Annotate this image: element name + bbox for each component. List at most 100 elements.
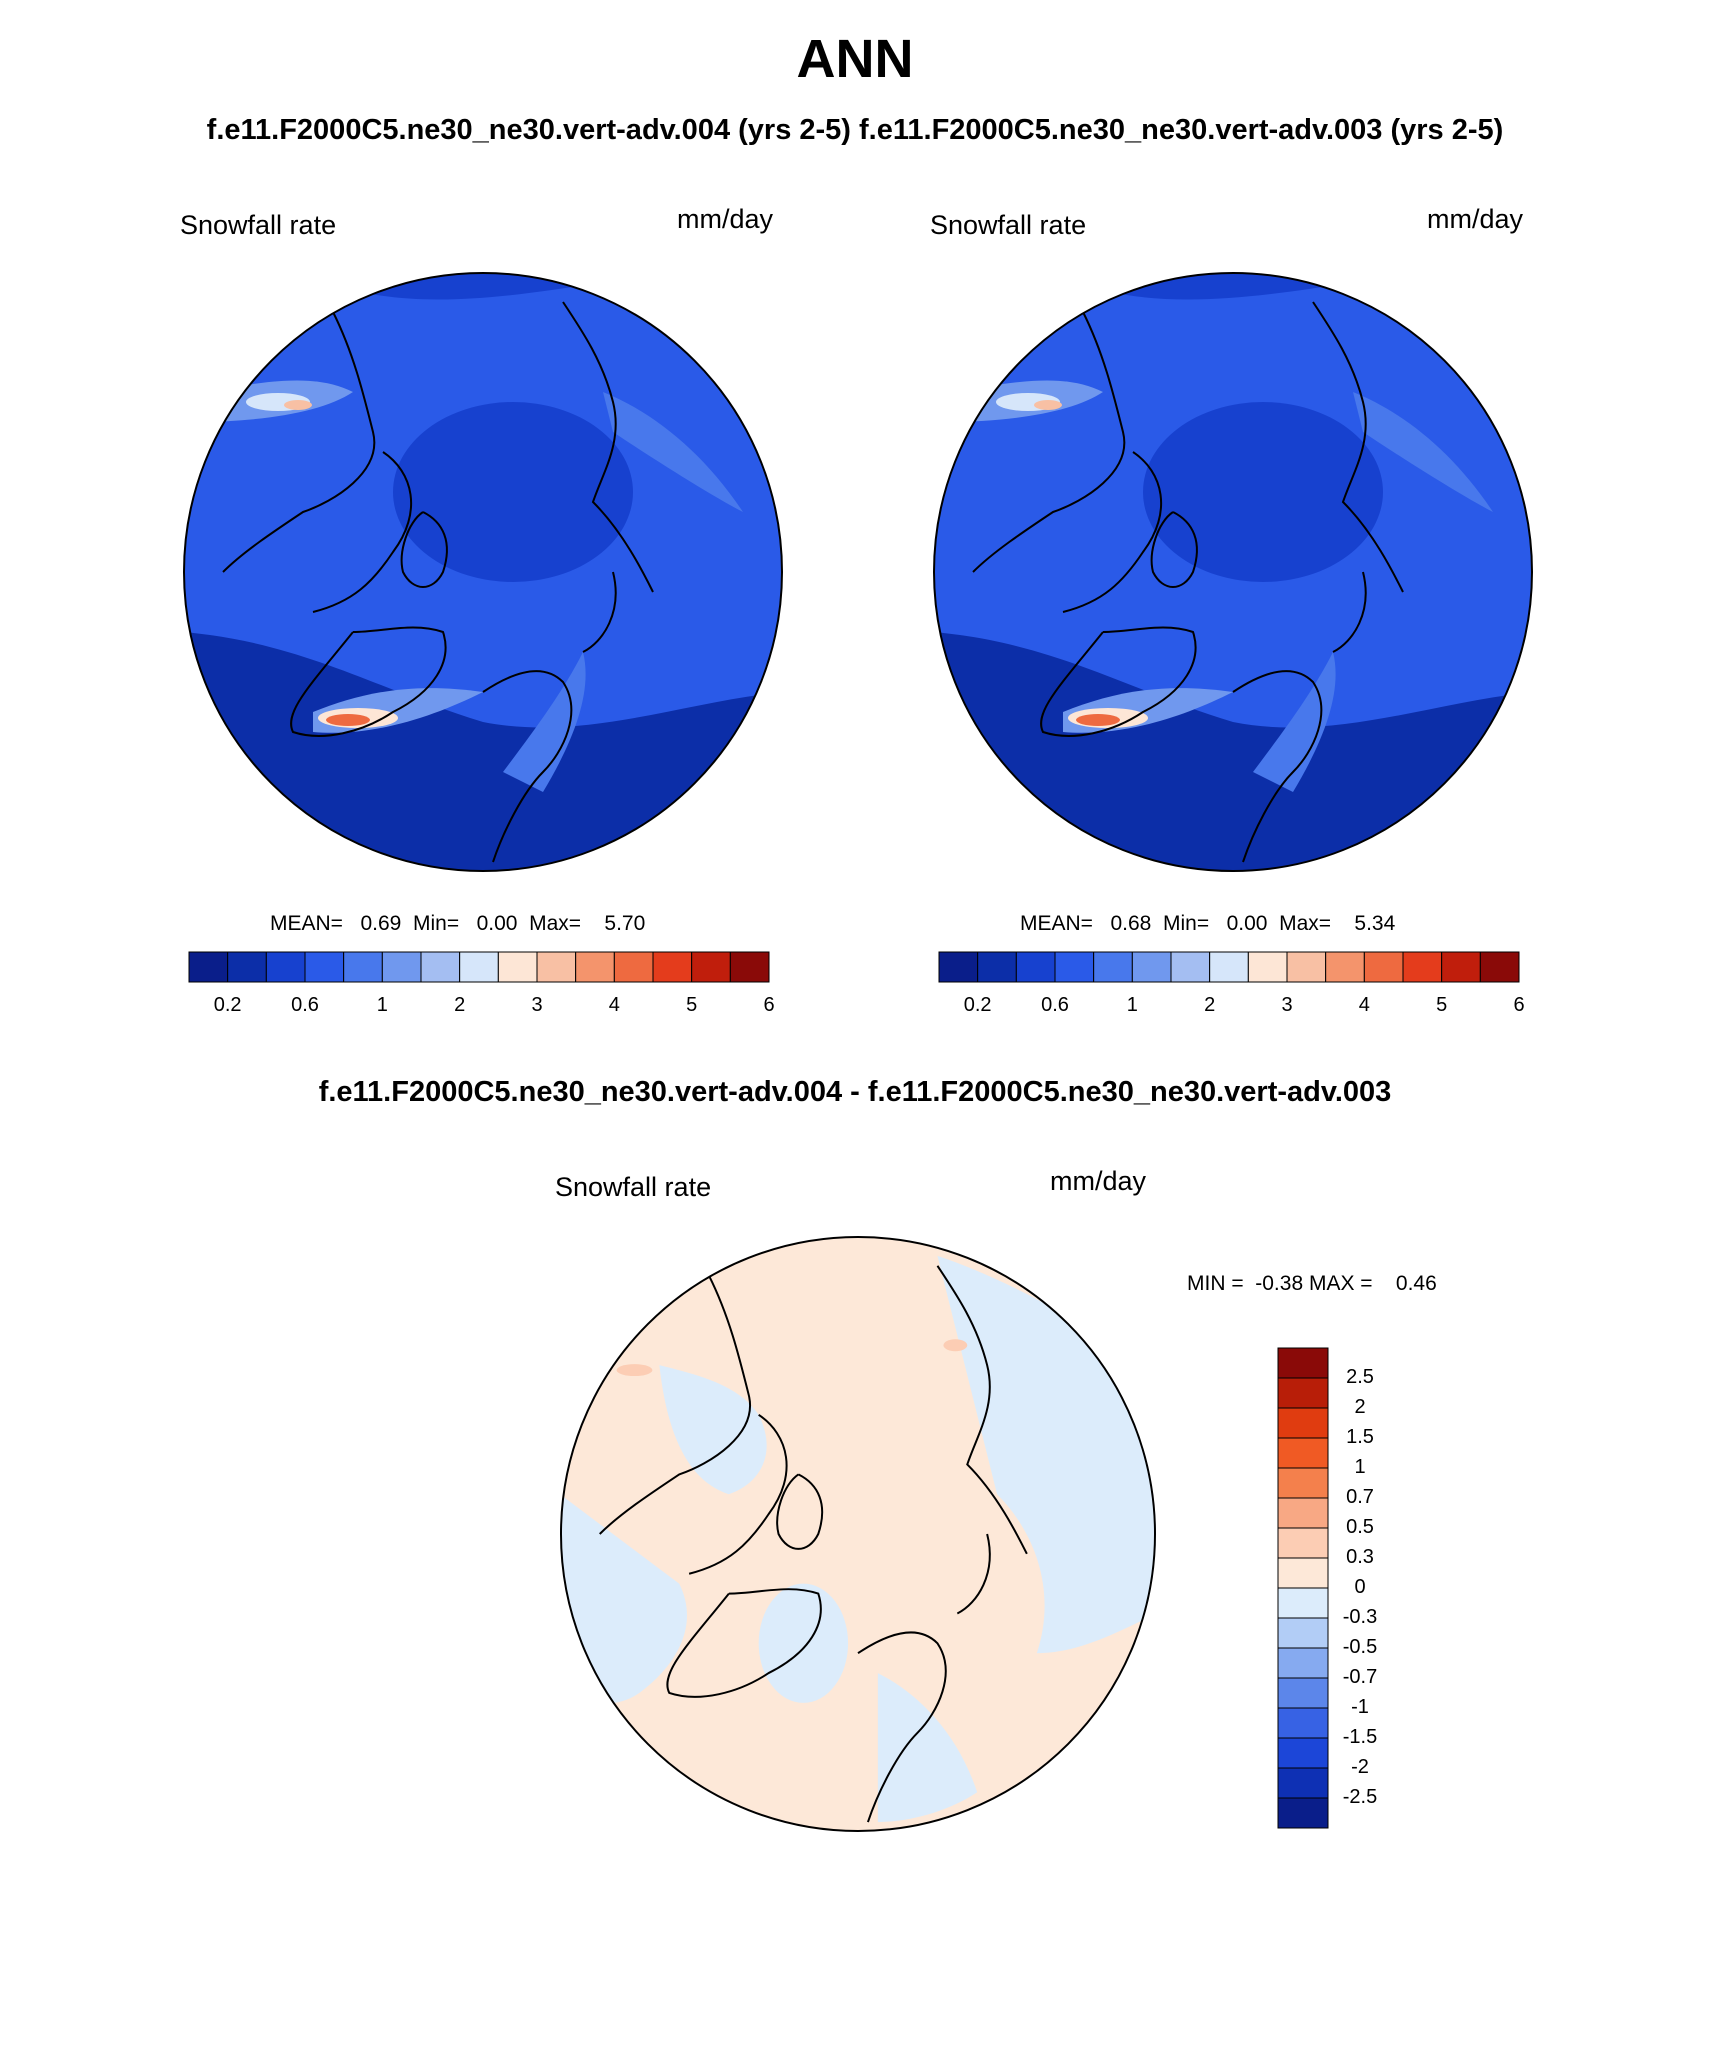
greenland-coast-peak bbox=[1076, 714, 1120, 726]
colorbar-swatch bbox=[188, 951, 229, 983]
diff-polar-map bbox=[560, 1236, 1156, 1832]
colorbar-tick-label: 0.7 bbox=[1346, 1486, 1374, 1508]
diff-variable-label: Snowfall rate bbox=[555, 1172, 712, 1202]
colorbar-swatch bbox=[1277, 1407, 1329, 1439]
colorbar-swatch bbox=[536, 951, 577, 983]
colorbar-tick-label: 0 bbox=[1354, 1576, 1366, 1598]
colorbar-swatch bbox=[459, 951, 499, 983]
colorbar-swatch bbox=[575, 951, 615, 983]
coastlines bbox=[222, 301, 654, 863]
colorbar-swatch bbox=[1015, 951, 1056, 983]
pacific-peak bbox=[284, 400, 312, 410]
colorbar-tick-label: -2.5 bbox=[1342, 1786, 1378, 1808]
colorbar-tick-label: 1 bbox=[1126, 994, 1138, 1016]
colorbar-tick-label: 0.2 bbox=[213, 994, 242, 1016]
panel2-stats: MEAN= 0.68 Min= 0.00 Max= 5.34 bbox=[1020, 912, 1396, 935]
colorbar-swatch bbox=[1277, 1767, 1329, 1799]
negative-region-greenland bbox=[758, 1583, 849, 1703]
colorbar-tick-label: 4 bbox=[1358, 994, 1370, 1016]
russia-band bbox=[603, 392, 743, 512]
colorbar-swatch bbox=[1277, 1437, 1329, 1469]
arctic-ocean-low-region bbox=[393, 402, 633, 582]
runs-title: f.e11.F2000C5.ne30_ne30.vert-adv.004 (yr… bbox=[206, 114, 1504, 146]
colorbar-tick-label: 6 bbox=[763, 994, 775, 1016]
russia-band bbox=[1353, 392, 1493, 512]
colorbar-tick-label: 0.2 bbox=[963, 994, 992, 1016]
colorbar-swatch bbox=[343, 951, 383, 983]
negative-region-europe bbox=[877, 1673, 978, 1823]
colorbar-swatch bbox=[227, 951, 267, 983]
colorbar-swatch bbox=[691, 951, 731, 983]
colorbar-swatch bbox=[1325, 951, 1365, 983]
colorbar-tick-label: 2 bbox=[454, 994, 466, 1016]
colorbar-swatch bbox=[497, 951, 538, 983]
colorbar-swatch bbox=[652, 951, 693, 983]
colorbar-swatch bbox=[420, 951, 461, 983]
colorbar-tick-label: -1.5 bbox=[1342, 1726, 1378, 1748]
colorbar-tick-label: 1 bbox=[1354, 1456, 1366, 1478]
colorbar-swatch bbox=[613, 951, 654, 983]
greenland-coast-peak bbox=[326, 714, 370, 726]
colorbar-swatch bbox=[1277, 1677, 1329, 1709]
negative-region-west bbox=[560, 1494, 687, 1704]
colorbar-tick-label: 0.5 bbox=[1346, 1516, 1374, 1538]
colorbar-swatch bbox=[1277, 1797, 1329, 1829]
colorbar-tick-label: -1 bbox=[1351, 1696, 1369, 1718]
panel2-units-label: mm/day bbox=[1427, 204, 1524, 234]
difference-title: f.e11.F2000C5.ne30_ne30.vert-adv.004 - f… bbox=[318, 1076, 1392, 1108]
positive-peak-siberia bbox=[943, 1339, 968, 1352]
panel1-stats: MEAN= 0.69 Min= 0.00 Max= 5.70 bbox=[270, 912, 646, 935]
diff-units-label: mm/day bbox=[1050, 1166, 1147, 1196]
colorbar-swatch bbox=[977, 951, 1017, 983]
colorbar-swatch bbox=[1479, 951, 1520, 983]
diff-colorbar bbox=[1277, 1347, 1329, 1829]
colorbar-tick-label: -0.3 bbox=[1342, 1606, 1378, 1628]
colorbar-swatch bbox=[1277, 1647, 1329, 1679]
colorbar-tick-label: 3 bbox=[531, 994, 543, 1016]
positive-peak-pacific bbox=[616, 1364, 653, 1377]
colorbar-swatch bbox=[1286, 951, 1327, 983]
colorbar-swatch bbox=[1054, 951, 1095, 983]
map-border bbox=[933, 272, 1533, 872]
colorbar-swatch bbox=[1277, 1557, 1329, 1589]
colorbar-swatch bbox=[1247, 951, 1288, 983]
colorbar-swatch bbox=[1277, 1527, 1329, 1559]
colorbar-swatch bbox=[381, 951, 422, 983]
colorbar-swatch bbox=[1402, 951, 1443, 983]
colorbar-swatch bbox=[1277, 1617, 1329, 1649]
colorbar-tick-label: 0.6 bbox=[291, 994, 319, 1016]
panel2-polar-map bbox=[933, 272, 1533, 872]
coastlines bbox=[972, 301, 1404, 863]
colorbar-tick-label: 2 bbox=[1204, 994, 1216, 1016]
map-border bbox=[183, 272, 783, 872]
colorbar-tick-label: 1.5 bbox=[1346, 1426, 1374, 1448]
panel1-polar-map bbox=[183, 272, 783, 872]
colorbar-swatch bbox=[1170, 951, 1211, 983]
colorbar-swatch bbox=[1277, 1347, 1329, 1379]
colorbar-swatch bbox=[1277, 1377, 1329, 1409]
colorbar-tick-label: 0.6 bbox=[1041, 994, 1069, 1016]
panel2-colorbar bbox=[938, 951, 1520, 983]
colorbar-tick-label: 1 bbox=[376, 994, 388, 1016]
colorbar-swatch bbox=[1277, 1737, 1329, 1769]
colorbar-tick-label: 6 bbox=[1513, 994, 1525, 1016]
colorbar-swatch bbox=[938, 951, 979, 983]
colorbar-swatch bbox=[1093, 951, 1133, 983]
colorbar-tick-label: -2 bbox=[1351, 1756, 1369, 1778]
arctic-ocean-low-region bbox=[1143, 402, 1383, 582]
coastlines bbox=[599, 1265, 1028, 1823]
figure-title: ANN bbox=[796, 29, 914, 89]
panel1-units-label: mm/day bbox=[677, 204, 774, 234]
colorbar-swatch bbox=[729, 951, 770, 983]
colorbar-tick-label: -0.5 bbox=[1342, 1636, 1378, 1658]
colorbar-swatch bbox=[1277, 1467, 1329, 1499]
map-border bbox=[560, 1236, 1156, 1832]
diff-stats: MIN = -0.38 MAX = 0.46 bbox=[1187, 1272, 1437, 1295]
colorbar-tick-label: 2.5 bbox=[1346, 1366, 1374, 1388]
low-snowfall-south-region bbox=[934, 632, 1532, 871]
colorbar-swatch bbox=[265, 951, 306, 983]
panel2-variable-label: Snowfall rate bbox=[930, 210, 1087, 240]
colorbar-tick-label: 5 bbox=[686, 994, 698, 1016]
colorbar-swatch bbox=[1363, 951, 1404, 983]
colorbar-swatch bbox=[1209, 951, 1249, 983]
